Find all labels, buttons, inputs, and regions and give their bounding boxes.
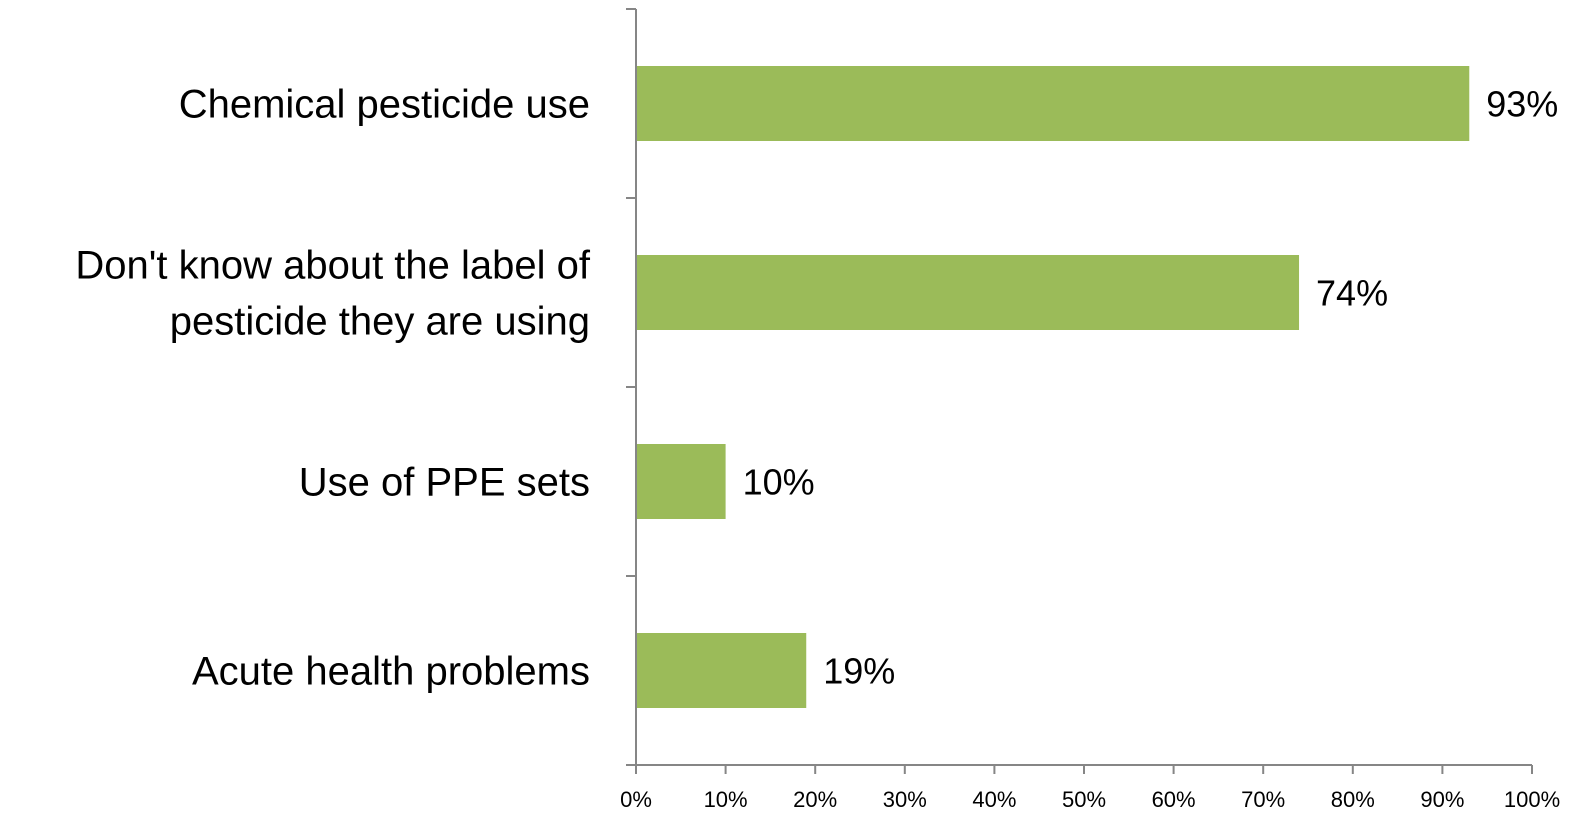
- category-label-4-line-1: Acute health problems: [192, 650, 590, 694]
- x-tick-label-11: 100%: [1504, 787, 1560, 812]
- category-label-3-line-1: Use of PPE sets: [299, 461, 590, 505]
- bar-3: [636, 444, 726, 519]
- bar-1: [636, 66, 1470, 141]
- category-label-3: Use of PPE sets: [299, 461, 590, 505]
- bar-2: [636, 255, 1300, 330]
- x-tick-label-5: 40%: [972, 787, 1016, 812]
- data-label-2: 74%: [1316, 273, 1388, 314]
- bars-group: [636, 66, 1470, 708]
- axes-group: [626, 8, 1533, 774]
- data-label-3: 10%: [743, 462, 815, 503]
- category-label-1: Chemical pesticide use: [179, 83, 590, 127]
- data-label-4: 19%: [823, 651, 895, 692]
- x-tick-label-7: 60%: [1152, 787, 1196, 812]
- category-label-2: Don't know about the label of pesticide t…: [75, 244, 591, 344]
- x-tick-label-8: 70%: [1241, 787, 1285, 812]
- category-label-4: Acute health problems: [192, 650, 590, 694]
- category-label-1-line-1: Chemical pesticide use: [179, 83, 590, 127]
- labels-group: 93% Chemical pesticide use 74% Don't know a…: [75, 83, 1560, 813]
- x-tick-label-3: 20%: [793, 787, 837, 812]
- x-tick-label-9: 80%: [1331, 787, 1375, 812]
- category-label-2-line-2: pesticide they are using: [170, 300, 590, 344]
- x-tick-label-6: 50%: [1062, 787, 1106, 812]
- data-label-1: 93%: [1486, 84, 1558, 125]
- x-tick-label-4: 30%: [883, 787, 927, 812]
- x-tick-label-10: 90%: [1420, 787, 1464, 812]
- x-tick-label-2: 10%: [704, 787, 748, 812]
- category-label-2-line-1: Don't know about the label of: [75, 244, 591, 288]
- bar-4: [636, 633, 807, 708]
- x-tick-label-1: 0%: [620, 787, 652, 812]
